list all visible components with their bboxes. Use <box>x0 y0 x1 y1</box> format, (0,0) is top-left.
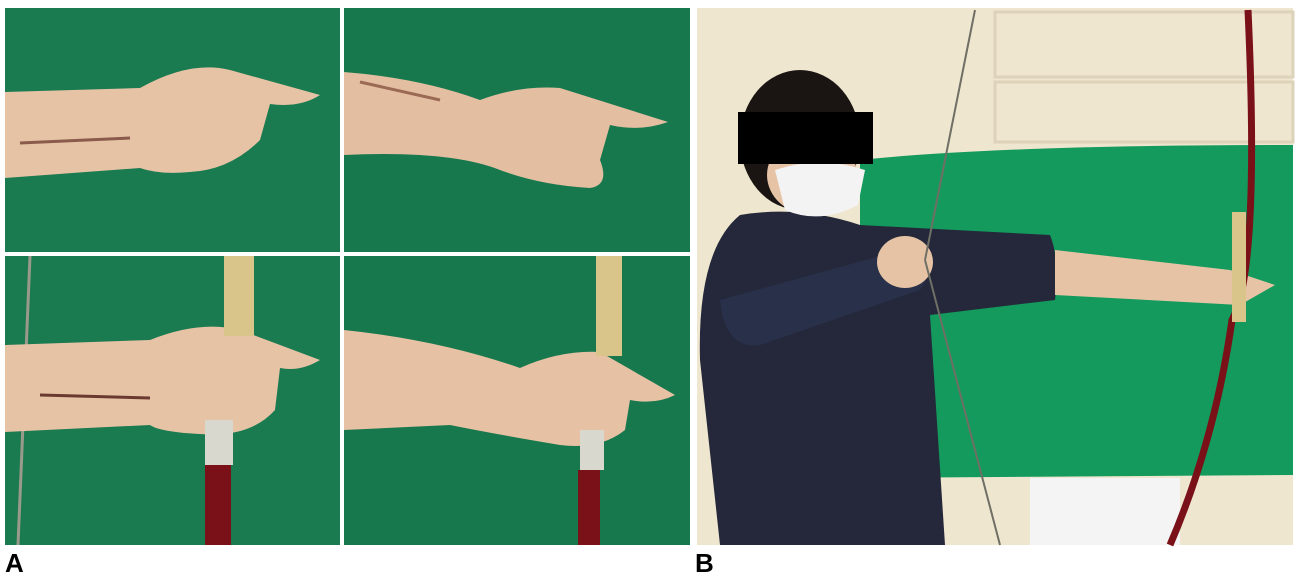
scar <box>19 136 131 145</box>
door-panel <box>993 10 1295 79</box>
panel-a-photos <box>5 8 690 546</box>
hand-grip <box>5 326 320 435</box>
mask <box>775 162 865 217</box>
drawing-arm <box>720 245 928 346</box>
censor-bar <box>738 112 873 164</box>
hand <box>877 236 933 288</box>
bow-grip-bottom <box>580 430 604 470</box>
arm <box>5 67 320 178</box>
white-coat <box>1030 478 1180 545</box>
bow-limb <box>205 465 231 545</box>
arm <box>344 72 668 188</box>
panel-label: A <box>5 548 24 578</box>
bow-grip-bottom <box>205 420 233 465</box>
hand-grip <box>344 330 675 446</box>
bow-limb <box>578 470 600 545</box>
bow-grip <box>1232 212 1246 322</box>
bow-grip-top <box>596 256 622 356</box>
green-cloth <box>860 145 1293 478</box>
scar <box>359 80 441 102</box>
bow-string <box>924 9 976 261</box>
scar <box>39 393 151 400</box>
panel-b-photo <box>697 8 1295 547</box>
bow-grip-top <box>224 256 254 336</box>
door-panel <box>993 80 1295 144</box>
bow-string <box>924 259 1001 546</box>
panel-label: B <box>695 548 714 578</box>
bow-arm <box>1055 250 1275 305</box>
